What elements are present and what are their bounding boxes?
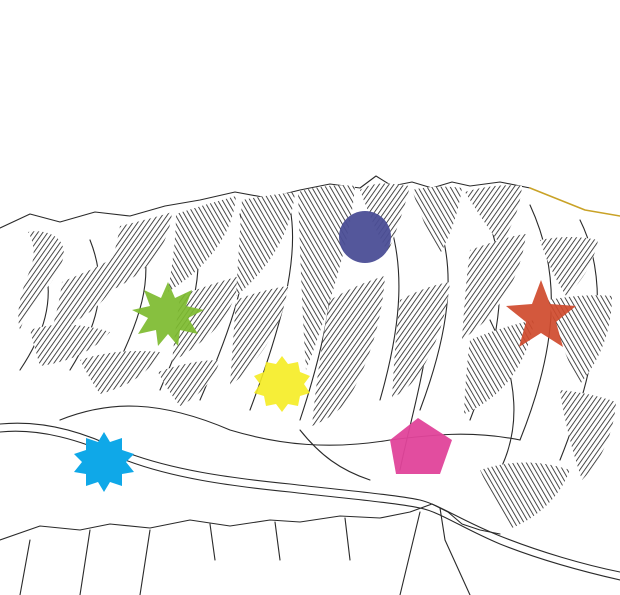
pink-pentagon-marker [390, 418, 452, 474]
cyan-starburst-marker [74, 432, 134, 492]
blue-circle-marker [339, 211, 391, 263]
yellow-starburst-marker [254, 356, 310, 412]
ridge-highlight [530, 188, 620, 216]
